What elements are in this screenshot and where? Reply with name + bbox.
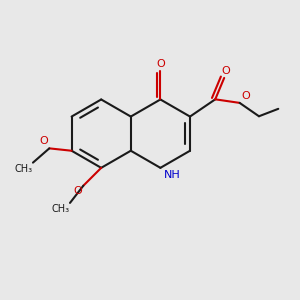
Text: CH₃: CH₃ bbox=[51, 204, 69, 214]
Text: CH₃: CH₃ bbox=[14, 164, 32, 174]
Text: NH: NH bbox=[164, 170, 181, 180]
Text: O: O bbox=[39, 136, 48, 146]
Text: O: O bbox=[156, 59, 165, 69]
Text: O: O bbox=[74, 186, 82, 196]
Text: O: O bbox=[221, 65, 230, 76]
Text: O: O bbox=[241, 91, 250, 100]
